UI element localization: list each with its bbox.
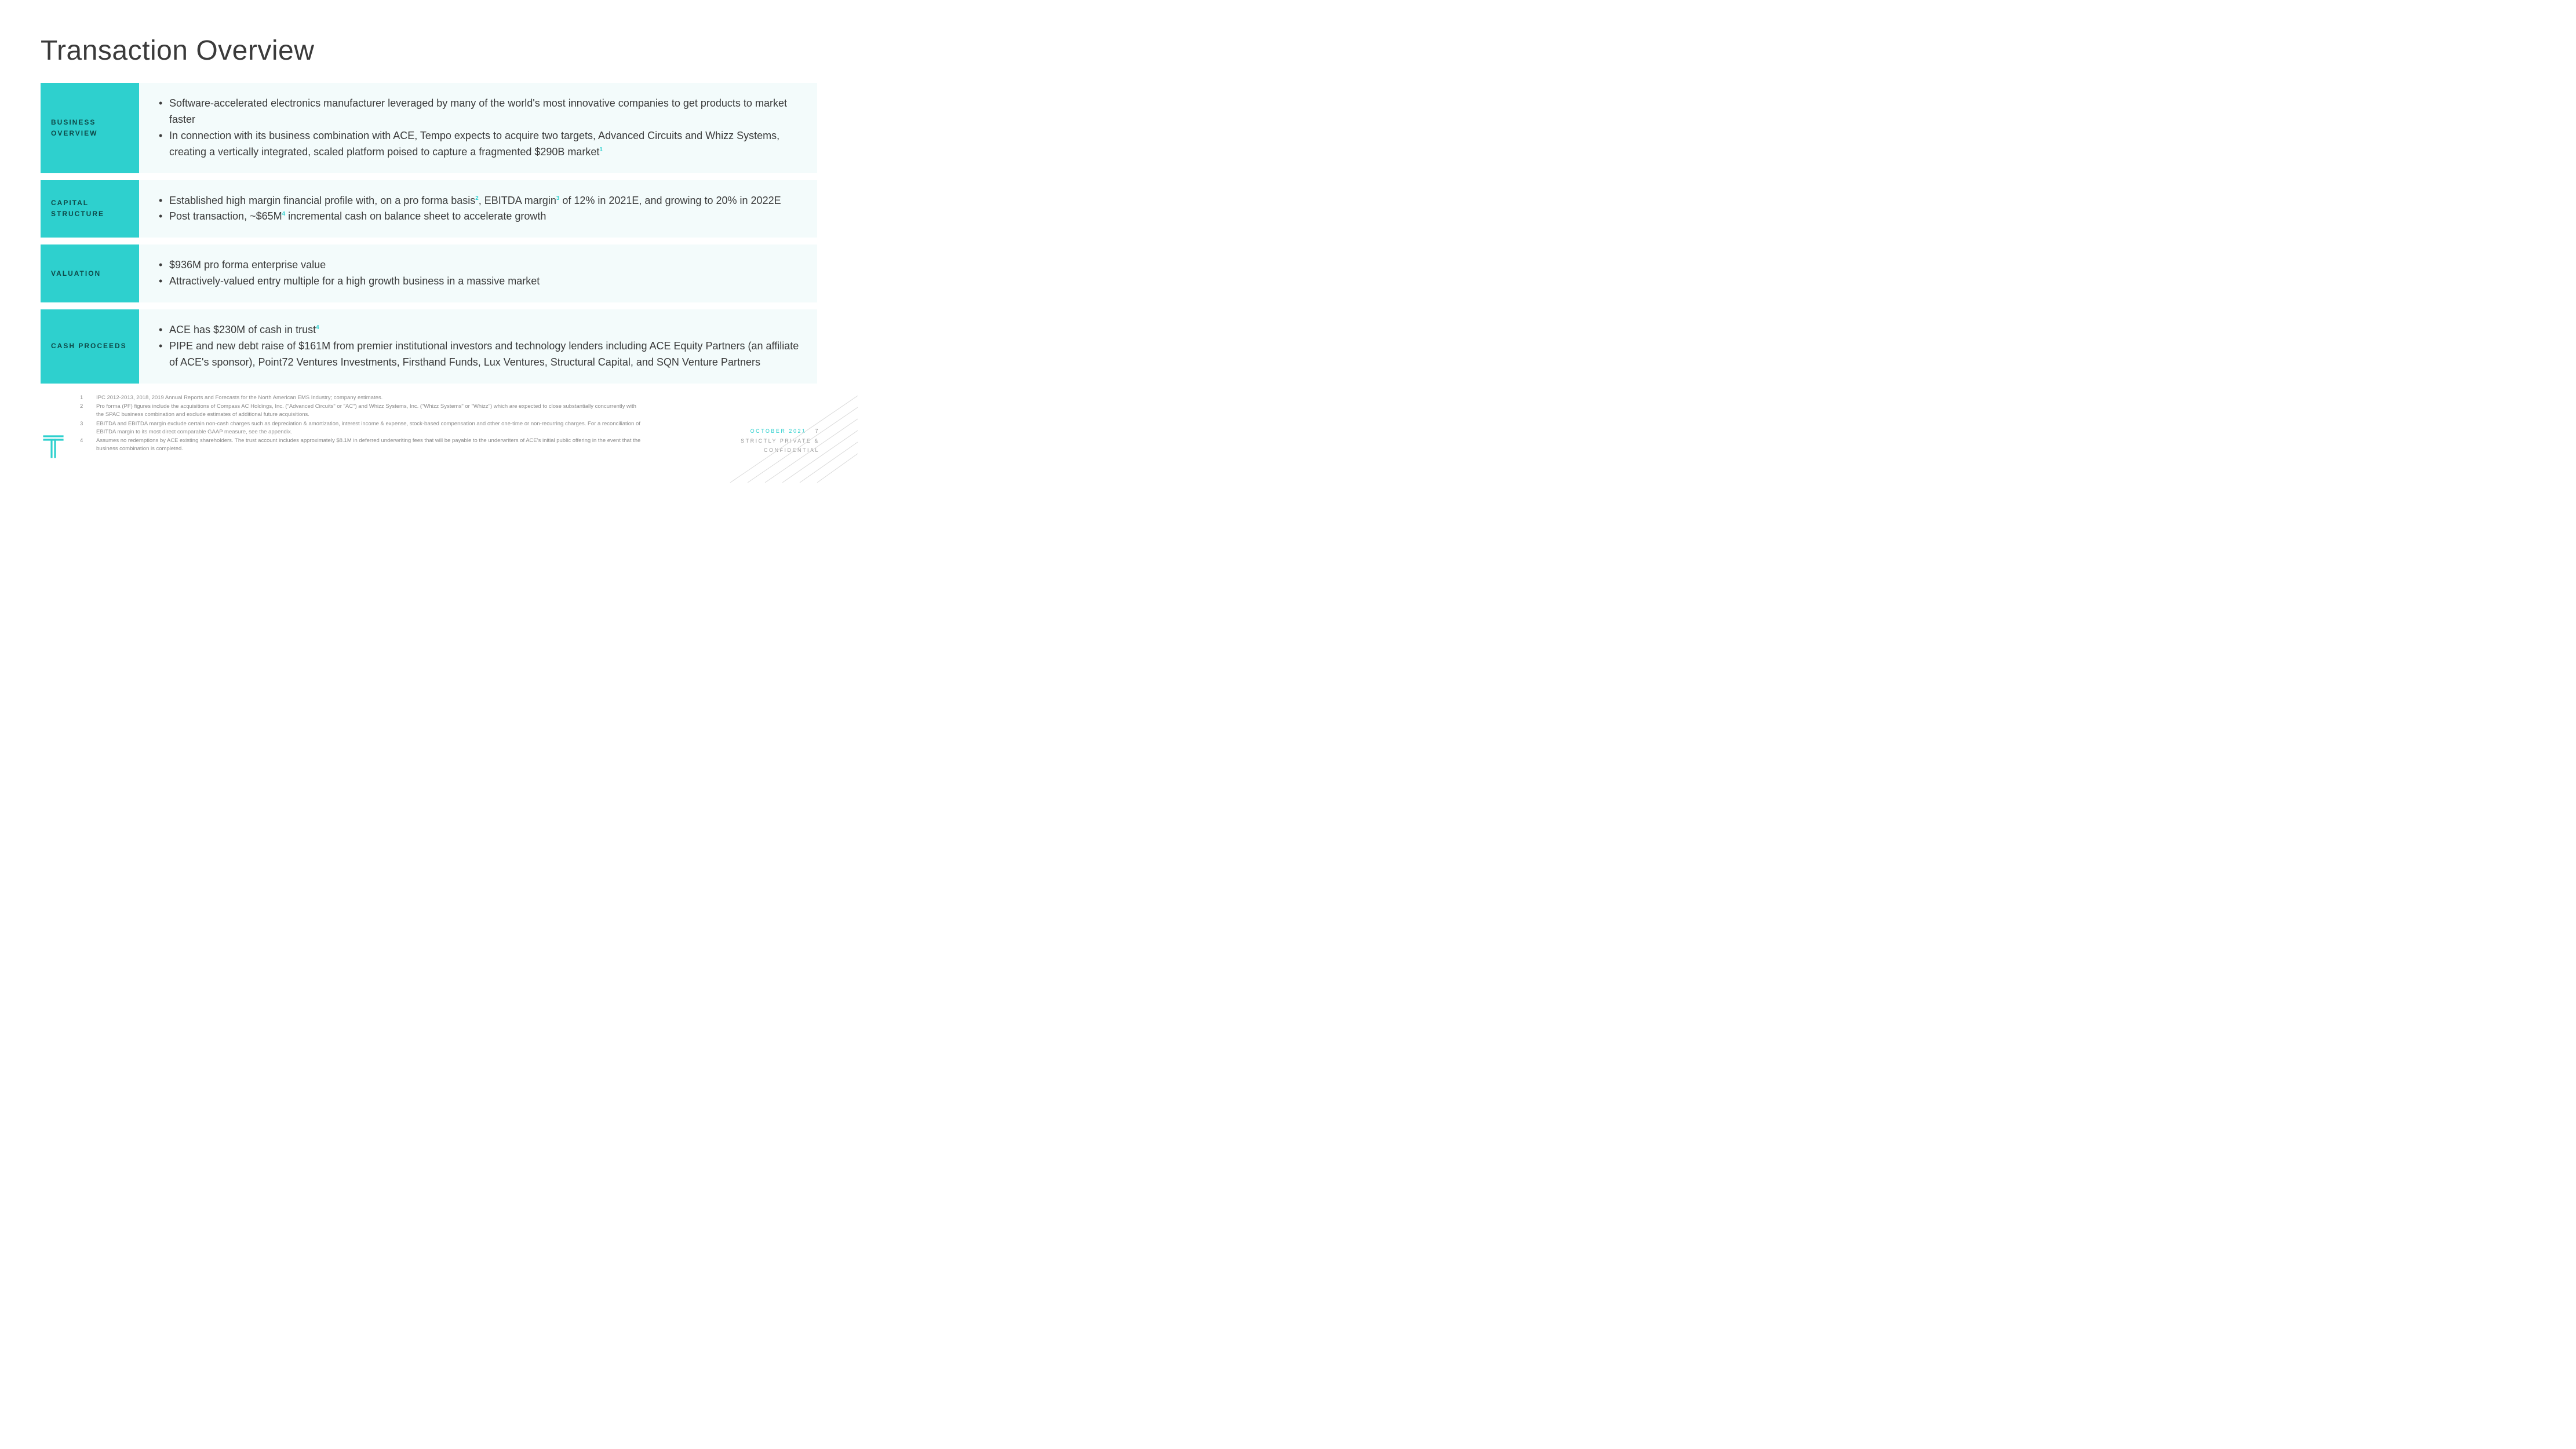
row-body: Software-accelerated electronics manufac… (139, 83, 817, 173)
confidential-line-1: STRICTLY PRIVATE & (741, 436, 819, 446)
footnotes: 1 IPC 2012-2013, 2018, 2019 Annual Report… (41, 394, 817, 454)
slide: Transaction Overview BUSINESS OVERVIEW So… (0, 0, 858, 483)
bullet-item: Post transaction, ~$65M4 incremental cas… (159, 209, 800, 225)
bullet-item: $936M pro forma enterprise value (159, 257, 800, 273)
footnote-text: Pro forma (PF) figures include the acqui… (96, 403, 643, 419)
bullet-item: ACE has $230M of cash in trust4 (159, 322, 800, 338)
footnote-number: 3 (80, 420, 86, 437)
bullet-list: Software-accelerated electronics manufac… (159, 96, 800, 160)
footer-date: OCTOBER 2021 (750, 428, 807, 434)
overview-row: CAPITAL STRUCTURE Established high margin… (41, 180, 817, 238)
footnote: 1 IPC 2012-2013, 2018, 2019 Annual Report… (80, 394, 643, 402)
bullet-list: $936M pro forma enterprise valueAttracti… (159, 257, 800, 290)
row-body: $936M pro forma enterprise valueAttracti… (139, 244, 817, 302)
page-title: Transaction Overview (41, 35, 817, 67)
confidential-line-2: CONFIDENTIAL (741, 446, 819, 455)
footnote: 4 Assumes no redemptions by ACE existing … (80, 437, 643, 454)
row-label-text: CASH PROCEEDS (51, 341, 127, 352)
footnote: 2 Pro forma (PF) figures include the acqu… (80, 403, 643, 419)
footnote-text: Assumes no redemptions by ACE existing s… (96, 437, 643, 454)
row-label-text: CAPITAL STRUCTURE (51, 198, 129, 220)
row-label: BUSINESS OVERVIEW (41, 83, 139, 173)
footnote: 3 EBITDA and EBITDA margin exclude certai… (80, 420, 643, 437)
bullet-item: Established high margin financial profil… (159, 193, 800, 209)
row-body: Established high margin financial profil… (139, 180, 817, 238)
bullet-item: PIPE and new debt raise of $161M from pr… (159, 338, 800, 371)
row-label: CASH PROCEEDS (41, 309, 139, 384)
bullet-list: Established high margin financial profil… (159, 193, 800, 225)
overview-row: VALUATION $936M pro forma enterprise valu… (41, 244, 817, 302)
overview-row: CASH PROCEEDS ACE has $230M of cash in tr… (41, 309, 817, 384)
footnote-number: 2 (80, 403, 86, 419)
bullet-item: Software-accelerated electronics manufac… (159, 96, 800, 128)
overview-row: BUSINESS OVERVIEW Software-accelerated el… (41, 83, 817, 173)
footnote-text: EBITDA and EBITDA margin exclude certain… (96, 420, 643, 437)
row-label-text: BUSINESS OVERVIEW (51, 117, 129, 139)
row-body: ACE has $230M of cash in trust4PIPE and … (139, 309, 817, 384)
logo-icon (42, 433, 65, 459)
row-label: CAPITAL STRUCTURE (41, 180, 139, 238)
footer-right: OCTOBER 2021 7 STRICTLY PRIVATE & CONFID… (741, 426, 819, 455)
footnote-number: 4 (80, 437, 86, 454)
row-label: VALUATION (41, 244, 139, 302)
rows-container: BUSINESS OVERVIEW Software-accelerated el… (41, 83, 817, 384)
footnote-number: 1 (80, 394, 86, 402)
bullet-item: Attractively-valued entry multiple for a… (159, 273, 800, 290)
bullet-item: In connection with its business combinat… (159, 128, 800, 160)
row-label-text: VALUATION (51, 268, 101, 279)
bullet-list: ACE has $230M of cash in trust4PIPE and … (159, 322, 800, 371)
page-number: 7 (815, 428, 819, 434)
footnote-text: IPC 2012-2013, 2018, 2019 Annual Reports… (96, 394, 643, 402)
